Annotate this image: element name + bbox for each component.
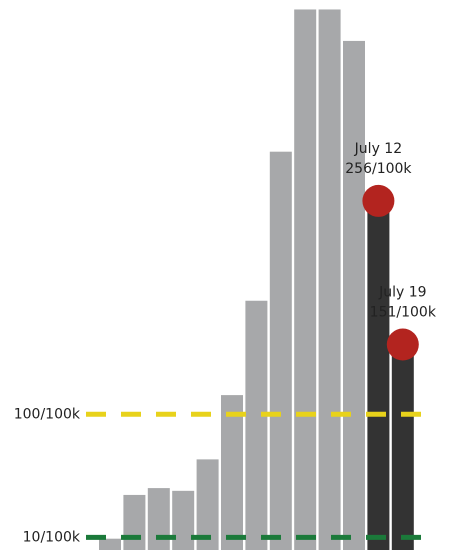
bar	[245, 300, 268, 550]
bar	[343, 40, 365, 550]
bar	[318, 9, 341, 550]
highlight-marker	[386, 328, 419, 361]
bar	[294, 9, 317, 550]
bar	[221, 395, 243, 550]
annotation-date: July 12	[354, 141, 402, 157]
bar	[196, 459, 219, 550]
bar	[391, 344, 414, 550]
bar	[123, 494, 146, 550]
bar	[147, 488, 170, 550]
bar	[172, 490, 195, 550]
annotation-value: 256/100k	[345, 161, 412, 177]
bar	[367, 200, 390, 550]
highlight-marker	[362, 184, 395, 217]
annotation-date: July 19	[378, 285, 426, 301]
bar	[269, 151, 292, 550]
reference-label: 10/100k	[23, 529, 81, 545]
bar	[99, 538, 121, 550]
reference-label: 100/100k	[14, 406, 81, 422]
annotation-value: 151/100k	[370, 305, 437, 321]
